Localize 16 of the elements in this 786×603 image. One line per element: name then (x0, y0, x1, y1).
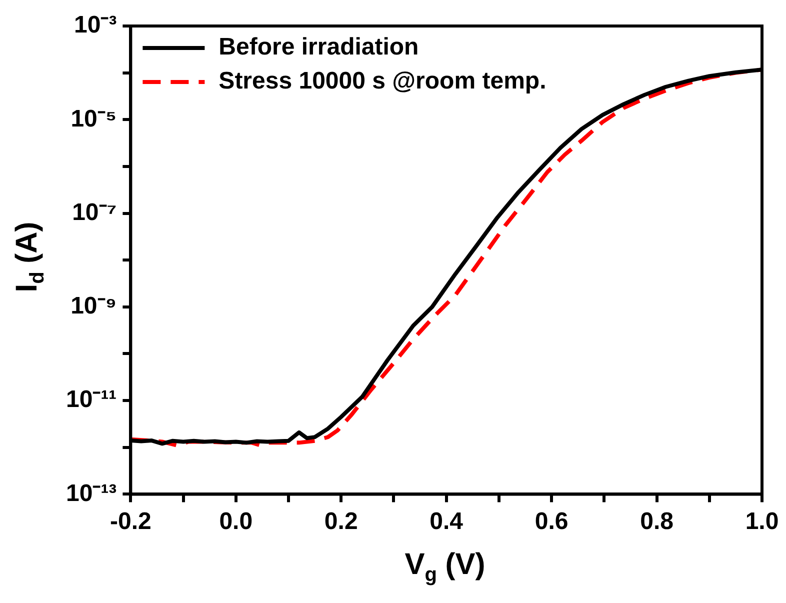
legend-label: Before irradiation (218, 34, 419, 61)
x-tick-label: 0.2 (324, 508, 358, 536)
x-tick-label: 0.6 (534, 508, 568, 536)
y-tick-label: 10⁻³ (74, 12, 117, 39)
y-tick-label: 10⁻¹³ (66, 480, 117, 507)
x-tick-label: 0.8 (640, 508, 674, 536)
x-axis-title: V$_{g}$ (V) (404, 548, 486, 587)
x-tick-label: 1.0 (745, 508, 779, 536)
y-tick-label: 10⁻⁵ (70, 105, 117, 132)
x-tick-label: 0.4 (430, 508, 464, 536)
y-tick-label: 10⁻⁷ (72, 198, 117, 226)
legend-label: Stress 10000 s @room temp. (218, 68, 546, 95)
y-tick-label: 10⁻⁹ (70, 292, 117, 320)
x-tick-label: -0.2 (110, 508, 152, 536)
x-tick-label: 0.0 (219, 508, 253, 536)
y-tick-label: 10⁻¹¹ (66, 386, 117, 414)
